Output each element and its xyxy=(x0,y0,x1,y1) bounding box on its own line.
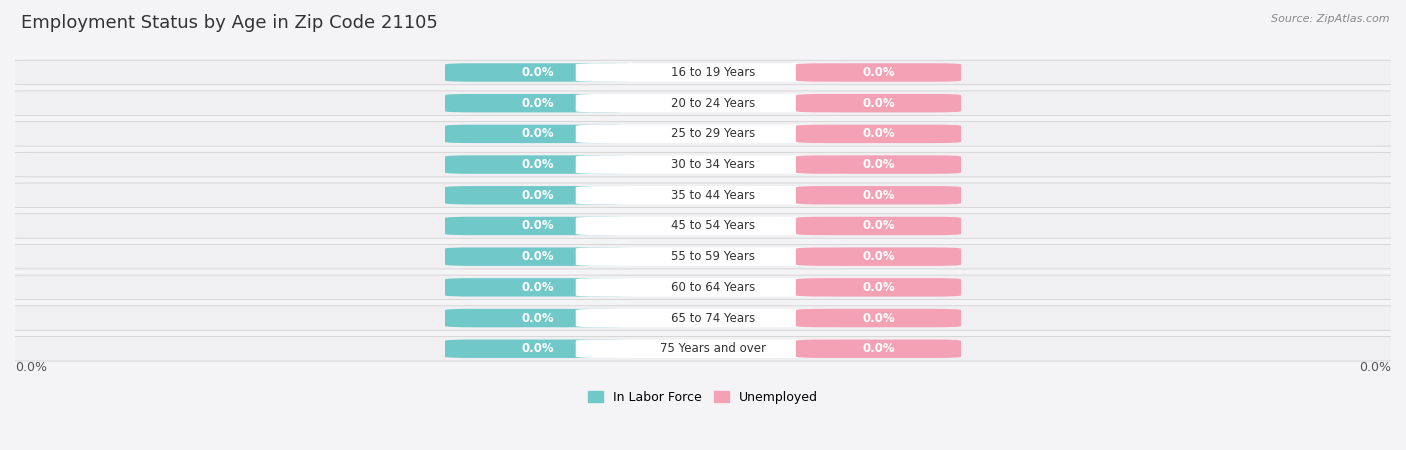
Text: 0.0%: 0.0% xyxy=(522,189,554,202)
FancyBboxPatch shape xyxy=(446,309,631,327)
Text: 25 to 29 Years: 25 to 29 Years xyxy=(671,127,755,140)
FancyBboxPatch shape xyxy=(446,125,631,143)
FancyBboxPatch shape xyxy=(796,125,960,143)
FancyBboxPatch shape xyxy=(446,278,631,297)
Text: 0.0%: 0.0% xyxy=(862,66,894,79)
FancyBboxPatch shape xyxy=(575,125,851,143)
FancyBboxPatch shape xyxy=(575,309,851,327)
FancyBboxPatch shape xyxy=(575,155,851,174)
Text: 0.0%: 0.0% xyxy=(1360,361,1391,374)
Text: 0.0%: 0.0% xyxy=(862,311,894,324)
FancyBboxPatch shape xyxy=(446,248,631,266)
FancyBboxPatch shape xyxy=(575,217,851,235)
FancyBboxPatch shape xyxy=(575,94,851,112)
FancyBboxPatch shape xyxy=(1,214,1405,238)
Text: 65 to 74 Years: 65 to 74 Years xyxy=(671,311,755,324)
FancyBboxPatch shape xyxy=(446,340,631,358)
FancyBboxPatch shape xyxy=(796,278,960,297)
Text: 0.0%: 0.0% xyxy=(522,97,554,110)
Text: 0.0%: 0.0% xyxy=(522,127,554,140)
Text: 30 to 34 Years: 30 to 34 Years xyxy=(671,158,755,171)
FancyBboxPatch shape xyxy=(796,340,960,358)
Text: 0.0%: 0.0% xyxy=(862,189,894,202)
FancyBboxPatch shape xyxy=(1,152,1405,177)
Text: 0.0%: 0.0% xyxy=(522,342,554,355)
Text: 60 to 64 Years: 60 to 64 Years xyxy=(671,281,755,294)
Text: 0.0%: 0.0% xyxy=(862,127,894,140)
Text: 0.0%: 0.0% xyxy=(522,250,554,263)
FancyBboxPatch shape xyxy=(1,275,1405,300)
Text: Employment Status by Age in Zip Code 21105: Employment Status by Age in Zip Code 211… xyxy=(21,14,437,32)
FancyBboxPatch shape xyxy=(796,186,960,204)
Text: 0.0%: 0.0% xyxy=(522,311,554,324)
Text: 0.0%: 0.0% xyxy=(522,220,554,233)
FancyBboxPatch shape xyxy=(575,63,851,82)
FancyBboxPatch shape xyxy=(1,60,1405,85)
Text: 0.0%: 0.0% xyxy=(862,97,894,110)
Legend: In Labor Force, Unemployed: In Labor Force, Unemployed xyxy=(583,386,823,409)
Text: 0.0%: 0.0% xyxy=(522,281,554,294)
Text: 16 to 19 Years: 16 to 19 Years xyxy=(671,66,755,79)
Text: 55 to 59 Years: 55 to 59 Years xyxy=(671,250,755,263)
Text: 0.0%: 0.0% xyxy=(15,361,46,374)
FancyBboxPatch shape xyxy=(796,248,960,266)
FancyBboxPatch shape xyxy=(446,94,631,112)
FancyBboxPatch shape xyxy=(1,122,1405,146)
FancyBboxPatch shape xyxy=(796,63,960,82)
FancyBboxPatch shape xyxy=(575,248,851,266)
FancyBboxPatch shape xyxy=(796,94,960,112)
FancyBboxPatch shape xyxy=(446,186,631,204)
Text: 20 to 24 Years: 20 to 24 Years xyxy=(671,97,755,110)
FancyBboxPatch shape xyxy=(575,186,851,204)
Text: 0.0%: 0.0% xyxy=(862,158,894,171)
FancyBboxPatch shape xyxy=(446,155,631,174)
FancyBboxPatch shape xyxy=(1,91,1405,116)
FancyBboxPatch shape xyxy=(1,183,1405,207)
FancyBboxPatch shape xyxy=(575,340,851,358)
Text: 0.0%: 0.0% xyxy=(522,158,554,171)
Text: Source: ZipAtlas.com: Source: ZipAtlas.com xyxy=(1271,14,1389,23)
FancyBboxPatch shape xyxy=(796,155,960,174)
FancyBboxPatch shape xyxy=(1,337,1405,361)
FancyBboxPatch shape xyxy=(575,278,851,297)
Text: 75 Years and over: 75 Years and over xyxy=(661,342,766,355)
FancyBboxPatch shape xyxy=(1,306,1405,330)
Text: 0.0%: 0.0% xyxy=(862,281,894,294)
Text: 35 to 44 Years: 35 to 44 Years xyxy=(671,189,755,202)
FancyBboxPatch shape xyxy=(1,244,1405,269)
Text: 45 to 54 Years: 45 to 54 Years xyxy=(671,220,755,233)
Text: 0.0%: 0.0% xyxy=(862,342,894,355)
Text: 0.0%: 0.0% xyxy=(522,66,554,79)
FancyBboxPatch shape xyxy=(446,217,631,235)
Text: 0.0%: 0.0% xyxy=(862,250,894,263)
FancyBboxPatch shape xyxy=(796,309,960,327)
FancyBboxPatch shape xyxy=(446,63,631,82)
Text: 0.0%: 0.0% xyxy=(862,220,894,233)
FancyBboxPatch shape xyxy=(796,217,960,235)
